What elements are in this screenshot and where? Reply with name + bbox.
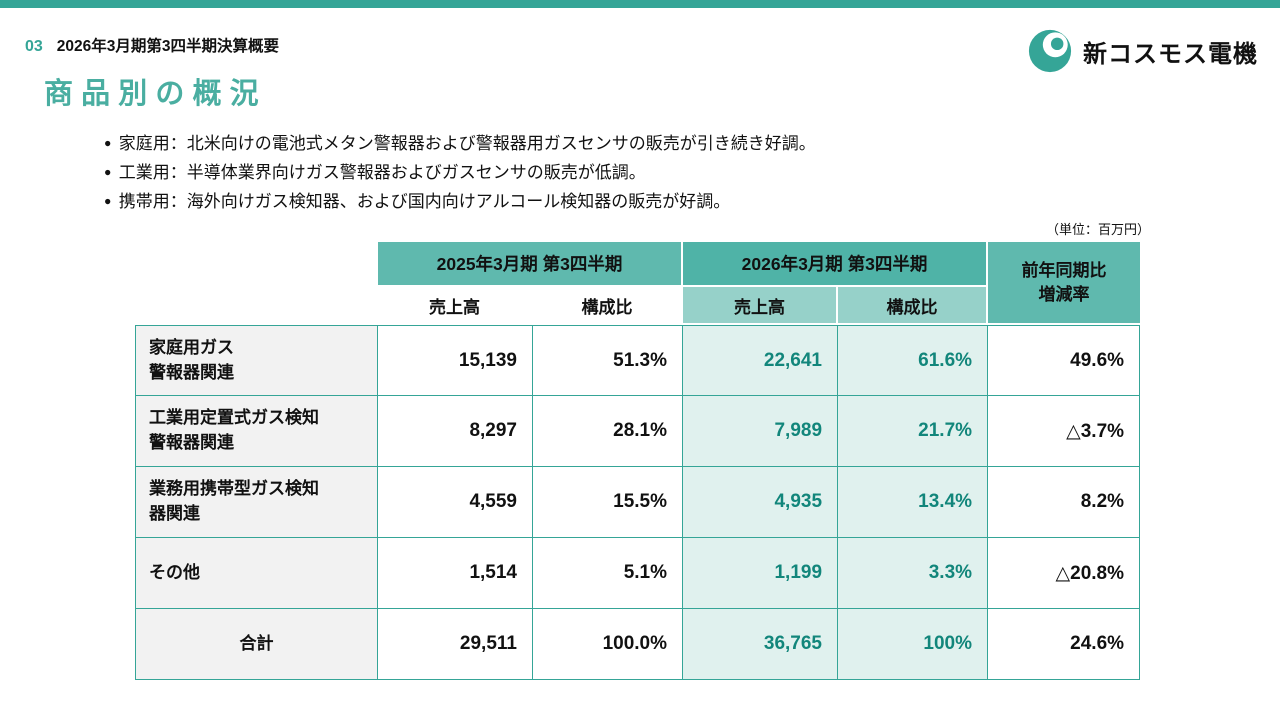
- results-table: 2025年3月期 第3四半期 2026年3月期 第3四半期 前年同期比 増減率 …: [135, 242, 1141, 680]
- cell-2026-sales: 22,641: [683, 325, 839, 396]
- row-label-total: 合計: [135, 609, 378, 680]
- bullet-item: 工業用：半導体業界向けガス警報器およびガスセンサの販売が低調。: [104, 159, 816, 188]
- col-header-ratio-2026: 構成比: [838, 287, 989, 325]
- col-header-sales-2026: 売上高: [683, 287, 839, 325]
- col-header-ratio-2025: 構成比: [533, 287, 684, 325]
- cell-2026-ratio: 3.3%: [838, 538, 989, 609]
- cosmos-swoosh-icon: [1027, 28, 1073, 74]
- bullet-item: 家庭用：北米向けの電池式メタン警報器および警報器用ガスセンサの販売が引き続き好調…: [104, 130, 816, 159]
- results-table-wrapper: 2025年3月期 第3四半期 2026年3月期 第3四半期 前年同期比 増減率 …: [135, 242, 1141, 680]
- cell-2026-sales: 1,199: [683, 538, 839, 609]
- page-header: 03 2026年3月期第3四半期決算概要: [25, 34, 279, 56]
- bullet-text: 携帯用：海外向けガス検知器、および国内向けアルコール検知器の販売が好調。: [118, 192, 731, 211]
- cell-2025-sales: 15,139: [378, 325, 533, 396]
- col-group-fy2025: 2025年3月期 第3四半期: [378, 242, 684, 287]
- cell-2026-sales: 36,765: [683, 609, 839, 680]
- company-logo: 新コスモス電機: [1027, 28, 1258, 74]
- cell-yoy: 49.6%: [988, 325, 1141, 396]
- col-header-yoy: 前年同期比 増減率: [988, 242, 1141, 325]
- group-header-row: 2025年3月期 第3四半期 2026年3月期 第3四半期 前年同期比 増減率: [135, 242, 1141, 325]
- cell-yoy: △20.8%: [988, 538, 1141, 609]
- row-label: 業務用携帯型ガス検知 器関連: [135, 467, 378, 538]
- header-title: 2026年3月期第3四半期決算概要: [56, 38, 280, 55]
- table-row-other: その他 1,514 5.1% 1,199 3.3% △20.8%: [135, 538, 1141, 609]
- cell-yoy: △3.7%: [988, 396, 1141, 467]
- cell-2026-sales: 7,989: [683, 396, 839, 467]
- empty-corner-cell: [135, 242, 378, 325]
- cell-2025-sales: 8,297: [378, 396, 533, 467]
- cell-2026-ratio: 100%: [838, 609, 989, 680]
- cell-yoy: 8.2%: [988, 467, 1141, 538]
- table-row-portable: 業務用携帯型ガス検知 器関連 4,559 15.5% 4,935 13.4% 8…: [135, 467, 1141, 538]
- col-group-fy2026: 2026年3月期 第3四半期: [683, 242, 989, 287]
- cell-2025-sales: 4,559: [378, 467, 533, 538]
- row-label: 工業用定置式ガス検知 警報器関連: [135, 396, 378, 467]
- sub-header-row: 売上高 構成比 売上高 構成比: [135, 287, 1140, 325]
- bullet-list: 家庭用：北米向けの電池式メタン警報器および警報器用ガスセンサの販売が引き続き好調…: [104, 130, 816, 217]
- unit-note: （単位：百万円）: [1045, 222, 1150, 237]
- bullet-text: 工業用：半導体業界向けガス警報器およびガスセンサの販売が低調。: [118, 163, 646, 182]
- row-label: 家庭用ガス 警報器関連: [135, 325, 378, 396]
- cell-2025-sales: 29,511: [378, 609, 533, 680]
- cell-2025-sales: 1,514: [378, 538, 533, 609]
- cell-2026-ratio: 61.6%: [838, 325, 989, 396]
- slide-title: 商品別の概況: [44, 78, 267, 110]
- cell-2025-ratio: 28.1%: [533, 396, 684, 467]
- top-accent-bar: [0, 0, 1280, 8]
- cell-2026-ratio: 13.4%: [838, 467, 989, 538]
- cell-2026-ratio: 21.7%: [838, 396, 989, 467]
- table-row-industrial: 工業用定置式ガス検知 警報器関連 8,297 28.1% 7,989 21.7%…: [135, 396, 1141, 467]
- col-header-sales-2025: 売上高: [378, 287, 533, 325]
- row-label: その他: [135, 538, 378, 609]
- page-number: 03: [25, 38, 43, 55]
- table-row-home-gas: 家庭用ガス 警報器関連 15,139 51.3% 22,641 61.6% 49…: [135, 325, 1141, 396]
- cell-yoy: 24.6%: [988, 609, 1141, 680]
- table-row-total: 合計 29,511 100.0% 36,765 100% 24.6%: [135, 609, 1141, 680]
- cell-2025-ratio: 5.1%: [533, 538, 684, 609]
- cell-2025-ratio: 15.5%: [533, 467, 684, 538]
- company-name: 新コスモス電機: [1083, 40, 1258, 68]
- cell-2026-sales: 4,935: [683, 467, 839, 538]
- cell-2025-ratio: 100.0%: [533, 609, 684, 680]
- bullet-item: 携帯用：海外向けガス検知器、および国内向けアルコール検知器の販売が好調。: [104, 188, 816, 217]
- bullet-text: 家庭用：北米向けの電池式メタン警報器および警報器用ガスセンサの販売が引き続き好調…: [118, 134, 816, 153]
- cell-2025-ratio: 51.3%: [533, 325, 684, 396]
